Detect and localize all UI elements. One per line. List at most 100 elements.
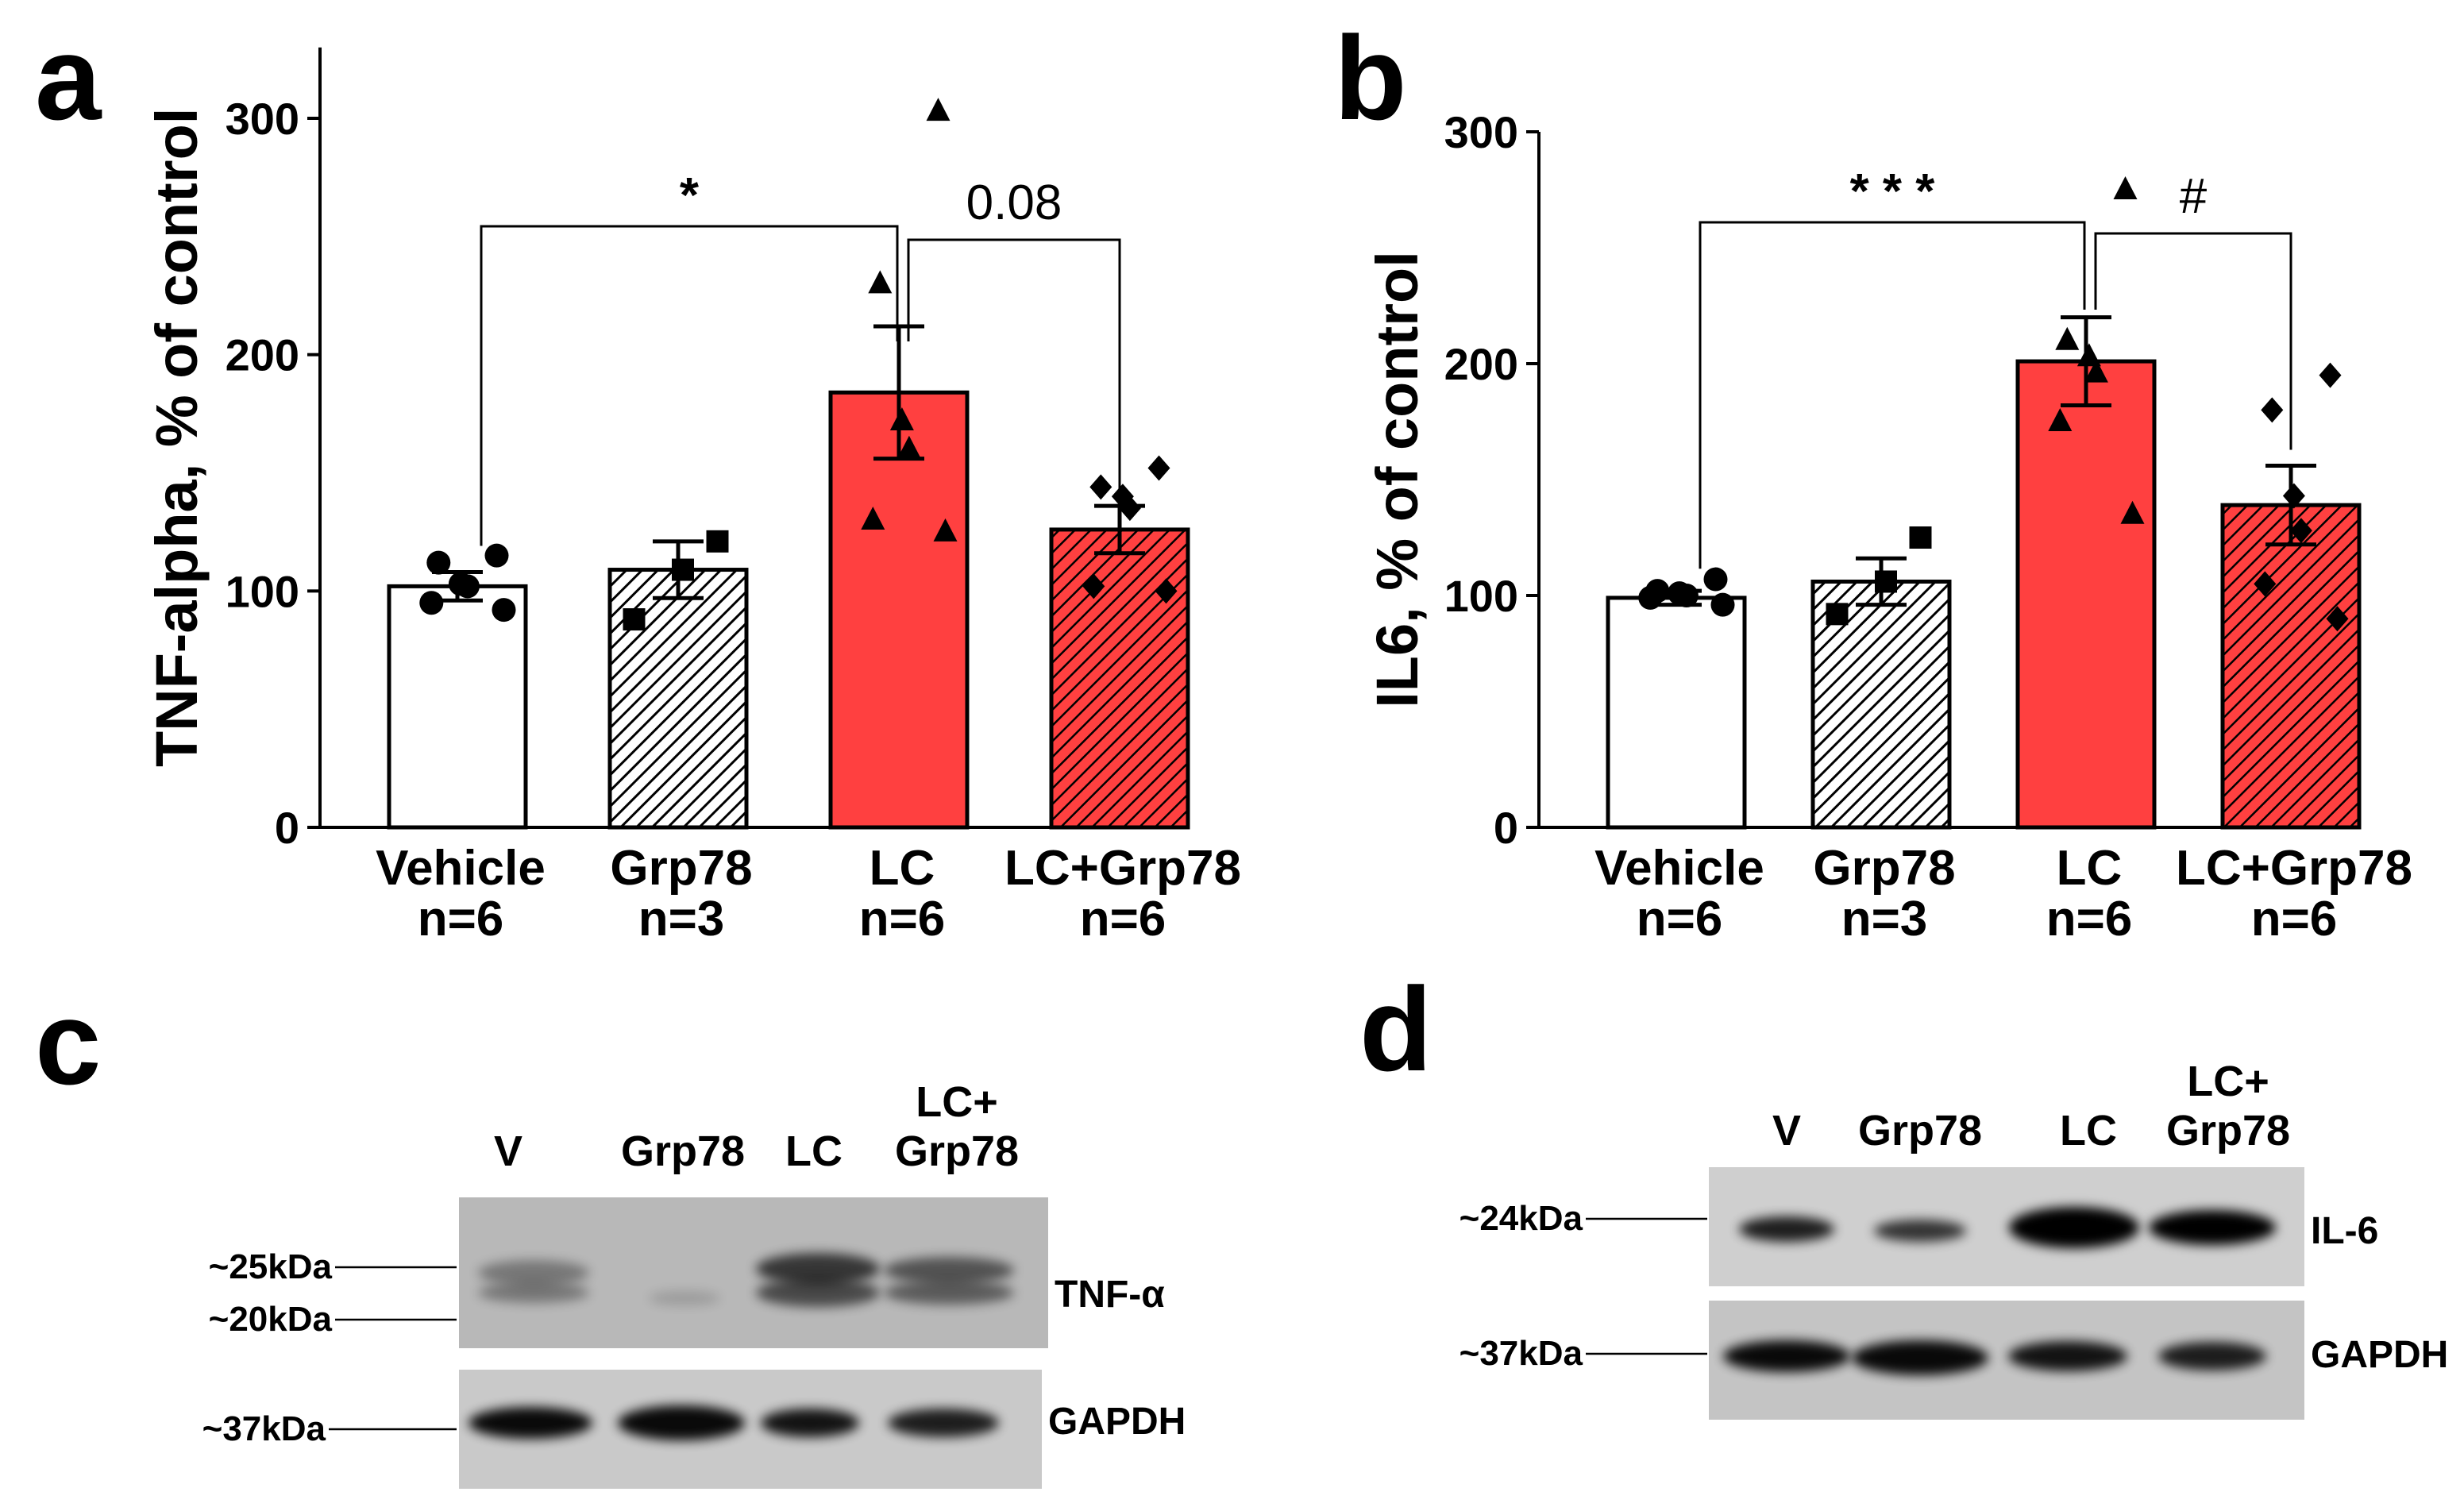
loading-band xyxy=(761,1409,859,1437)
data-point-diamond xyxy=(1147,455,1170,481)
n-label: n=6 xyxy=(1637,892,1723,946)
data-point-triangle xyxy=(933,518,958,542)
n-label: n=6 xyxy=(2251,892,2338,946)
data-point-triangle xyxy=(926,98,951,121)
data-point-diamond xyxy=(1089,474,1112,500)
data-point-triangle xyxy=(897,435,921,459)
target-band xyxy=(756,1253,880,1285)
loading-control-label: GAPDH xyxy=(1048,1401,1186,1443)
lane-label: LC+ xyxy=(916,1078,998,1126)
data-point-circle xyxy=(492,598,516,623)
data-point-triangle xyxy=(889,407,914,431)
data-point-square xyxy=(672,558,694,581)
data-point-diamond xyxy=(2261,397,2284,423)
blot-c-tnf-alpha: V Grp78 LCLC+Grp78TNF-αGAPDH~25kDa~20kDa~3… xyxy=(202,1078,1186,1489)
n-label: n=6 xyxy=(1080,892,1166,946)
target-band xyxy=(884,1257,1014,1284)
bar-grp78 xyxy=(607,568,749,830)
lane-label: LC xyxy=(2060,1107,2117,1154)
significance-label: # xyxy=(2180,169,2208,224)
data-point-square xyxy=(706,530,729,553)
significance-bracket xyxy=(480,225,899,546)
target-protein-label: IL-6 xyxy=(2311,1210,2378,1252)
data-point-square xyxy=(623,608,646,631)
panel-letter-b: b xyxy=(1334,11,1407,145)
data-point-circle xyxy=(1674,584,1699,607)
lane-label: V xyxy=(494,1127,522,1175)
data-point-diamond xyxy=(2254,571,2277,597)
x-tick-label: LC xyxy=(2057,841,2123,896)
significance-label: 0.08 xyxy=(966,175,1062,230)
loading-band xyxy=(888,1409,999,1437)
loading-control-label: GAPDH xyxy=(2311,1334,2448,1376)
panel-letter-d: d xyxy=(1359,962,1433,1096)
target-band xyxy=(478,1260,589,1286)
loading-band xyxy=(1723,1340,1850,1372)
y-tick-label: 300 xyxy=(1444,107,1518,157)
data-point-diamond xyxy=(1155,578,1178,604)
data-point-triangle xyxy=(2084,359,2108,383)
loading-band xyxy=(1852,1340,1988,1375)
n-label: n=3 xyxy=(1841,892,1928,946)
panel-letter-a: a xyxy=(35,11,102,145)
target-band xyxy=(1874,1220,1966,1242)
chart-a-tnf-alpha: 0 100 200 300 TNF-alpha, % of control Vehicle… xyxy=(144,47,1241,946)
n-label: n=3 xyxy=(638,892,725,946)
data-point-square xyxy=(1875,570,1897,593)
data-point-diamond xyxy=(2319,362,2342,388)
x-tick-label: LC xyxy=(870,841,935,896)
significance-bracket xyxy=(1699,221,2086,569)
lane-label: Grp78 xyxy=(2166,1107,2290,1154)
molecular-weight-marker: ~25kDa xyxy=(209,1247,333,1286)
lane-label: LC+ xyxy=(2187,1058,2269,1105)
y-tick-label: 200 xyxy=(226,330,299,380)
x-tick-label: Vehicle xyxy=(376,841,546,896)
y-tick-label: 100 xyxy=(1444,571,1518,621)
data-point-diamond xyxy=(1118,495,1141,522)
x-tick-label: Grp78 xyxy=(1813,841,1955,896)
data-point-circle xyxy=(1710,592,1735,617)
data-point-circle xyxy=(419,591,444,615)
loading-band xyxy=(618,1405,745,1440)
loading-band xyxy=(2008,1341,2127,1371)
n-label: n=6 xyxy=(859,892,946,946)
y-tick-label: 300 xyxy=(226,94,299,144)
y-tick-label: 200 xyxy=(1444,339,1518,389)
y-axis-title: TNF-alpha, % of control xyxy=(144,108,210,767)
lane-label: Grp78 xyxy=(621,1127,745,1175)
data-point-diamond xyxy=(2326,606,2349,632)
significance-label: * xyxy=(680,168,700,223)
loading-band xyxy=(469,1407,592,1439)
data-point-triangle xyxy=(2055,326,2080,350)
target-band xyxy=(649,1291,720,1305)
n-label: n=6 xyxy=(2046,892,2133,946)
data-point-triangle xyxy=(868,270,893,294)
data-point-triangle xyxy=(2048,408,2073,431)
data-point-circle xyxy=(1638,585,1663,610)
significance-bracket xyxy=(2094,232,2292,450)
data-point-square xyxy=(1826,603,1849,626)
y-tick-label: 0 xyxy=(1494,803,1518,853)
significance-bracket xyxy=(907,238,1121,491)
data-point-circle xyxy=(484,543,509,568)
bar-lc-grp78 xyxy=(2220,503,2362,830)
data-point-circle xyxy=(426,550,451,575)
data-point-circle xyxy=(455,574,480,599)
data-point-square xyxy=(1909,526,1932,549)
panel-letter-c: c xyxy=(35,976,101,1109)
data-point-triangle xyxy=(2113,176,2138,199)
target-band xyxy=(1739,1216,1834,1242)
x-tick-label: LC+Grp78 xyxy=(1004,841,1241,896)
data-point-circle xyxy=(1703,567,1728,592)
target-band xyxy=(884,1281,1014,1305)
data-point-diamond xyxy=(1082,573,1105,599)
data-point-diamond xyxy=(2282,483,2305,509)
n-label: n=6 xyxy=(418,892,504,946)
lane-label: V xyxy=(1772,1107,1801,1154)
y-tick-label: 0 xyxy=(275,803,299,853)
lane-label: Grp78 xyxy=(1858,1107,1982,1154)
bar-vehicle xyxy=(387,584,528,830)
